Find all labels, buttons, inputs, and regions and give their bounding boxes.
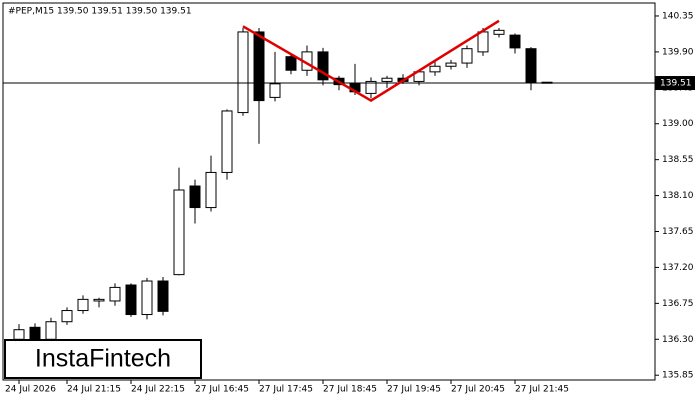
y-tick-label: 137.65 (662, 227, 694, 237)
candle-body (365, 80, 377, 94)
candle-body (221, 110, 233, 173)
candle-body (445, 62, 457, 67)
candle-body (141, 280, 153, 316)
y-tick-label: 138.55 (662, 155, 694, 165)
y-tick-label: 136.30 (662, 335, 694, 345)
candle-body (45, 321, 57, 340)
last-price-box (655, 76, 695, 91)
candle-body (317, 51, 329, 81)
candle-body (13, 329, 25, 340)
x-tick-label: 27 Jul 21:45 (515, 385, 569, 395)
pattern-line (242, 19, 500, 103)
y-tick-label: 139.90 (662, 47, 694, 57)
y-tick-label: 137.20 (662, 263, 694, 273)
last-price-label: 139.51 (660, 79, 692, 89)
candle-body (125, 284, 137, 316)
y-tick-label: 135.85 (662, 371, 694, 381)
candle-body (461, 48, 473, 64)
candle-body (205, 171, 217, 209)
x-tick-label: 27 Jul 20:45 (451, 385, 505, 395)
x-tick-label: 27 Jul 19:45 (387, 385, 441, 395)
x-tick-label: 27 Jul 16:45 (195, 385, 249, 395)
candle-body (189, 185, 201, 209)
candle-body (525, 48, 537, 83)
plot-frame (2, 2, 656, 381)
y-tick-label: 140.35 (662, 11, 694, 21)
y-tick-label: 138.10 (662, 191, 694, 201)
y-tick-label: 139.00 (662, 119, 694, 129)
candle-body (237, 31, 249, 114)
candle-body (509, 34, 521, 49)
logo: InstaFintech (35, 345, 171, 373)
candle-body (77, 298, 89, 312)
x-tick-label: 27 Jul 18:45 (323, 385, 377, 395)
candle-body (157, 280, 169, 312)
y-tick-label: 136.75 (662, 299, 694, 309)
candle-body (61, 310, 73, 323)
candle-body (285, 56, 297, 71)
x-tick-label: 24 Jul 22:15 (131, 385, 185, 395)
candle-body (493, 29, 505, 35)
x-tick-label: 27 Jul 17:45 (259, 385, 313, 395)
chart-title: #PEP,M15 139.50 139.51 139.50 139.51 (8, 7, 192, 17)
candle-body (269, 83, 281, 98)
candle-body (109, 286, 121, 302)
x-tick-label: 24 Jul 21:15 (67, 385, 121, 395)
candle-body (93, 298, 105, 302)
candle-body (429, 65, 441, 73)
candle-body (173, 189, 185, 276)
candle-body (253, 31, 265, 102)
candle-body (477, 31, 489, 53)
logo-box (4, 339, 202, 379)
x-tick-label: 24 Jul 2026 (5, 385, 56, 395)
candle-body (381, 77, 393, 82)
